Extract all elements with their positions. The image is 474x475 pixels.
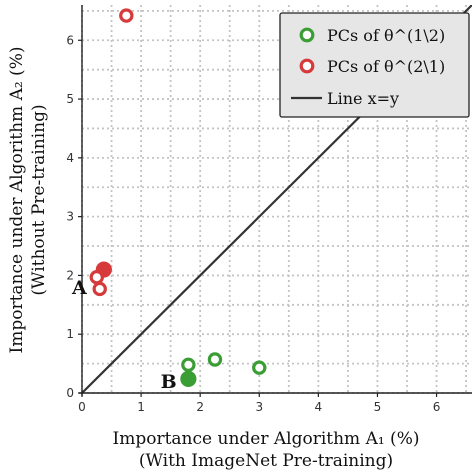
legend-marker-red (299, 58, 315, 74)
legend-label-green: PCs of θ^(1\2) (327, 26, 445, 45)
red-point (89, 269, 104, 285)
x-tick-label: 5 (374, 400, 382, 414)
annotations: AB (71, 277, 177, 393)
y-tick-label: 5 (66, 92, 74, 106)
y-tick-label: 6 (66, 33, 74, 47)
x-tick-label: 4 (315, 400, 323, 414)
y-tick-label: 2 (66, 268, 74, 282)
x-axis-title: Importance under Algorithm A₁ (%) (113, 429, 420, 449)
legend-box (279, 12, 470, 118)
x-tick-label: 0 (78, 400, 86, 414)
legend-label-red: PCs of θ^(2\1) (327, 57, 445, 76)
y-tick-label: 3 (66, 210, 74, 224)
y-tick-label: 4 (66, 151, 74, 165)
y-tick-label: 1 (66, 327, 74, 341)
x-axis-subtitle: (With ImageNet Pre-training) (139, 451, 393, 471)
data-points (89, 8, 267, 387)
legend-label-line: Line x=y (327, 89, 399, 108)
green-point (207, 352, 223, 367)
axes (79, 5, 472, 396)
y-axis-subtitle: (Without Pre-training) (29, 104, 49, 295)
tick-labels: 0 1 2 3 4 5 6 0 1 2 3 4 5 6 (66, 33, 440, 414)
green-point (252, 360, 267, 375)
legend-marker-green (299, 27, 315, 43)
red-point (119, 8, 134, 23)
green-point (181, 357, 196, 372)
annotation-a: A (71, 277, 87, 299)
legend: PCs of θ^(1\2) PCs of θ^(2\1) Line x=y (279, 12, 470, 118)
red-point (92, 281, 107, 297)
x-tick-label: 1 (137, 400, 145, 414)
x-tick-label: 2 (196, 400, 204, 414)
x-tick-label: 6 (433, 400, 441, 414)
green-point-highlighted (180, 370, 197, 387)
annotation-b: B (161, 371, 177, 393)
y-axis-title: Importance under Algorithm A₂ (%) (7, 47, 27, 354)
x-tick-label: 3 (255, 400, 263, 414)
y-tick-label: 0 (66, 386, 74, 400)
